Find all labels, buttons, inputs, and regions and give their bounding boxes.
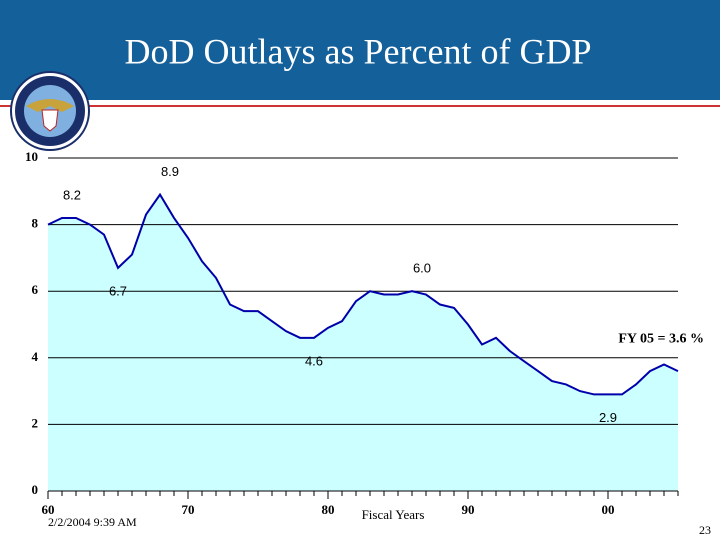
x-tick-label: 80: [322, 502, 335, 517]
y-tick-label: 10: [25, 149, 38, 164]
x-tick-label: 90: [462, 502, 475, 517]
x-tick-label: 70: [182, 502, 195, 517]
seal: [10, 71, 90, 151]
y-tick-label: 4: [32, 349, 39, 364]
chart-title: DoD Outlays as Percent of GDP: [125, 31, 592, 71]
timestamp: 2/2/2004 9:39 AM: [48, 515, 137, 529]
x-tick-label: 00: [602, 502, 615, 517]
data-label: 8.2: [63, 187, 81, 202]
x-axis-label: Fiscal Years: [362, 507, 425, 522]
y-tick-label: 8: [32, 216, 39, 231]
data-label: 6.0: [413, 261, 431, 276]
y-tick-label: 2: [32, 415, 39, 430]
data-label: 4.6: [305, 353, 323, 368]
data-label: 6.7: [109, 283, 127, 298]
line: [47, 192, 679, 396]
y-tick-label: 6: [32, 282, 39, 297]
annotation: FY 05 = 3.6 %: [618, 331, 704, 346]
header-band: [0, 0, 720, 100]
y-tick-label: 0: [32, 482, 39, 497]
x-tick-label: 60: [42, 502, 55, 517]
data-label: 8.9: [161, 164, 179, 179]
page-number: 23: [699, 523, 711, 537]
area: [48, 194, 678, 491]
data-label: 2.9: [599, 410, 617, 425]
